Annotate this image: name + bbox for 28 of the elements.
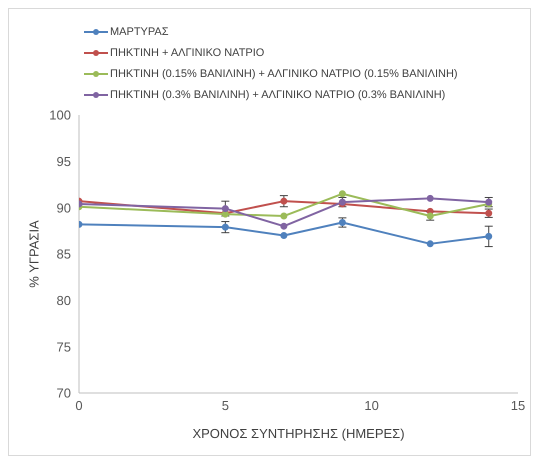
y-tick-label: 100 [49,108,71,123]
legend-label: ΠΗΚΤΙΝΗ (0.15% ΒΑΝΙΛΙΝΗ) + ΑΛΓΙΝΙΚΟ ΝΑΤΡΙΟ (0.15% ΒΑΝΙΛΙΝΗ) [110,68,458,80]
legend-label: ΜΑΡΤΥΡΑΣ [110,26,169,38]
point [426,240,434,248]
y-tick-label: 70 [56,386,71,401]
y-tick-label: 95 [56,154,71,169]
y-axis-title: % ΥΓΡΑΣΙΑ [26,220,42,288]
legend-label: ΠΗΚΤΙΝΗ (0.3% ΒΑΝΙΛΙΝΗ) + ΑΛΓΙΝΙΚΟ ΝΑΤΡΙΟ (0.3% ΒΑΝΙΛΙΝΗ) [110,88,446,100]
x-tick-label: 10 [364,398,379,414]
point [338,218,346,226]
y-tick-label: 75 [56,339,71,354]
y-tick-label: 80 [56,292,71,308]
x-tick-label: 15 [510,398,526,414]
x-tick-label: 0 [75,398,83,414]
x-axis-title: ΧΡΟΝΟΣ ΣΥΝΤΗΡΗΣΗΣ (ΗΜΕΡΕΣ) [192,426,405,441]
point [338,190,346,198]
point [280,198,288,205]
point [280,212,288,220]
point [485,232,492,240]
legend-label: ΠΗΚΤΙΝΗ + ΑΛΓΙΝΙΚΟ ΝΑΤΡΙΟ [110,46,264,58]
y-tick-label: 90 [56,200,71,216]
point [426,194,434,202]
y-tick-label: 85 [56,246,71,262]
point [280,232,288,239]
point [222,224,229,231]
point [222,205,229,212]
x-tick-label: 5 [222,398,229,414]
point [280,222,288,230]
